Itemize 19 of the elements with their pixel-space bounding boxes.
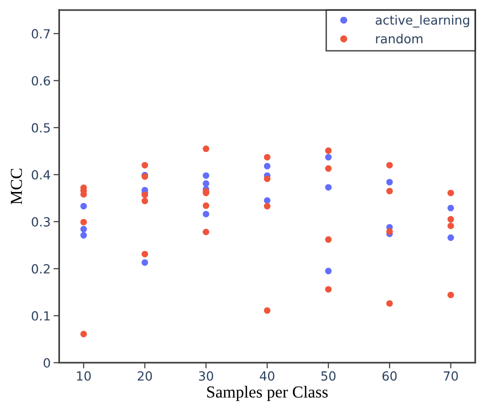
legend-label: random xyxy=(376,34,422,44)
legend-label: active_learning xyxy=(376,15,470,28)
y-tick-label: 0.7 xyxy=(32,29,50,39)
x-tick-label: 20 xyxy=(138,371,152,381)
y-axis-title: MCC xyxy=(10,168,22,204)
y-tick-label: 0.2 xyxy=(32,264,50,274)
y-tick-label: 0.3 xyxy=(32,217,50,227)
x-tick-label: 70 xyxy=(444,371,458,381)
y-tick-label: 0.4 xyxy=(32,170,50,180)
y-tick-label: 0.5 xyxy=(32,123,50,133)
x-tick-label: 10 xyxy=(77,371,91,381)
x-tick-label: 40 xyxy=(260,371,274,381)
y-tick-label: 0.1 xyxy=(32,311,50,321)
x-tick-label: 30 xyxy=(199,371,214,381)
y-tick-label: 0.6 xyxy=(32,76,50,86)
x-tick-label: 60 xyxy=(382,371,397,381)
x-tick-label: 50 xyxy=(321,371,336,381)
y-tick-label: 0 xyxy=(44,358,50,368)
x-axis-title: Samples per Class xyxy=(207,386,328,402)
